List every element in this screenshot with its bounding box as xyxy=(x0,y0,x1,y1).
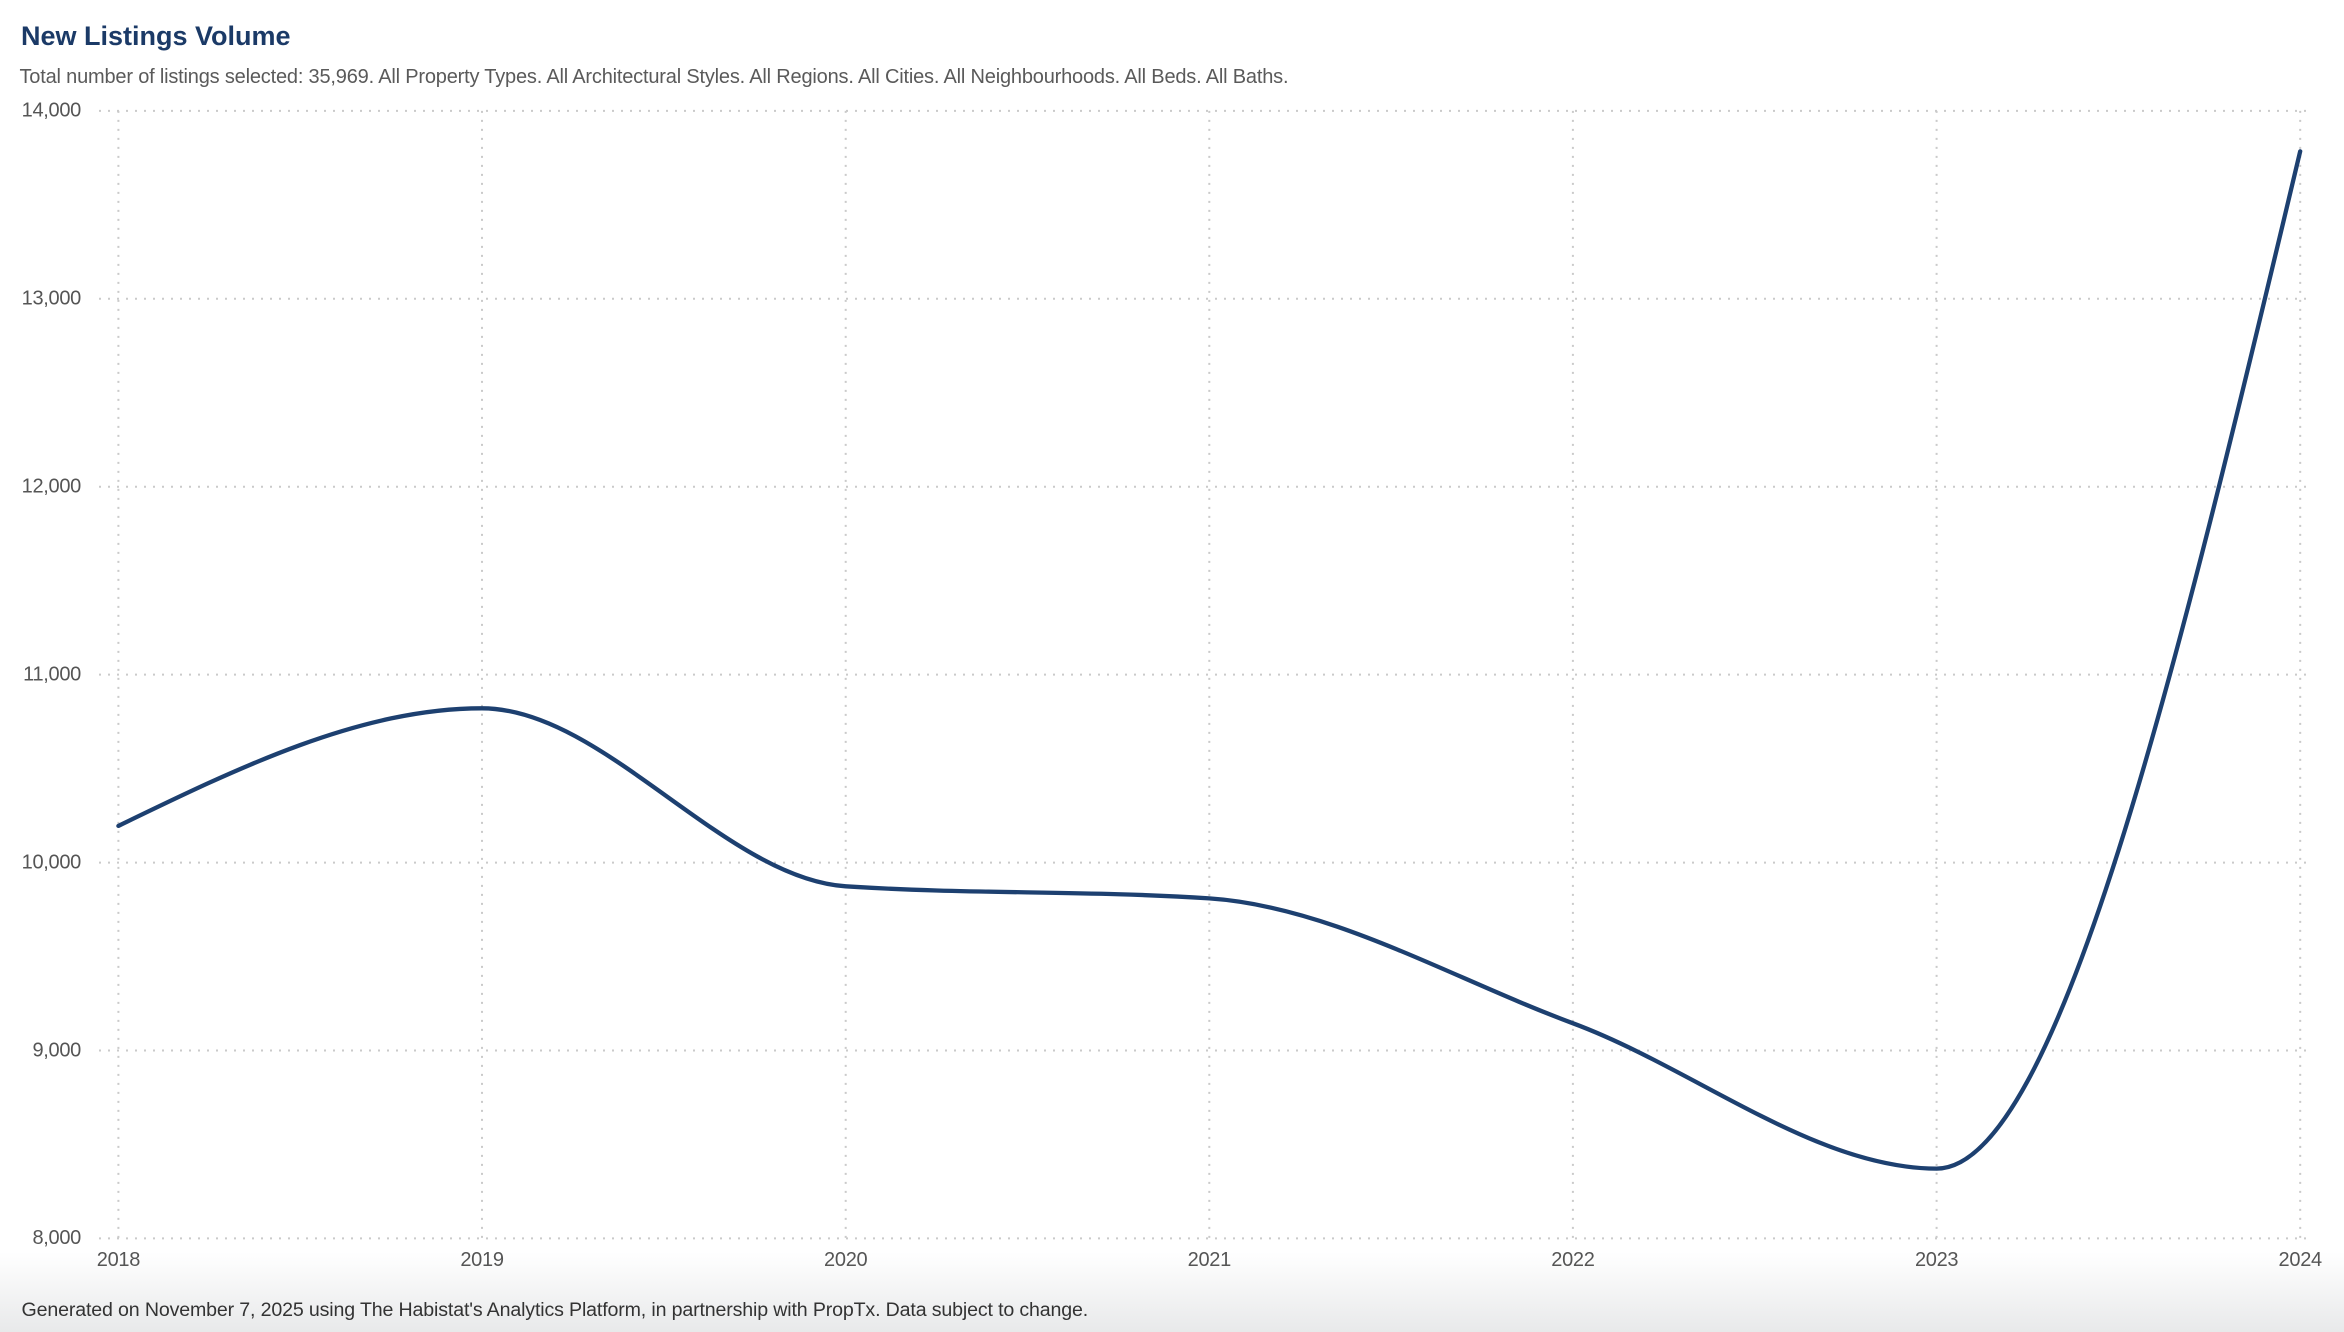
svg-text:2023: 2023 xyxy=(1915,1249,1958,1271)
svg-text:13,000: 13,000 xyxy=(22,288,82,310)
svg-text:2021: 2021 xyxy=(1188,1249,1231,1271)
svg-text:10,000: 10,000 xyxy=(22,851,82,873)
svg-text:2022: 2022 xyxy=(1551,1249,1594,1271)
svg-text:9,000: 9,000 xyxy=(32,1039,81,1061)
svg-text:New Listings Volume: New Listings Volume xyxy=(21,21,291,51)
svg-text:2024: 2024 xyxy=(2279,1249,2322,1271)
svg-text:14,000: 14,000 xyxy=(22,100,82,122)
svg-text:Total number of listings selec: Total number of listings selected: 35,96… xyxy=(20,66,1289,88)
svg-text:2020: 2020 xyxy=(824,1249,867,1271)
svg-text:2018: 2018 xyxy=(97,1249,140,1271)
svg-text:8,000: 8,000 xyxy=(32,1227,81,1249)
svg-text:2019: 2019 xyxy=(460,1249,503,1271)
svg-text:11,000: 11,000 xyxy=(23,663,81,685)
svg-text:Generated on November 7, 2025: Generated on November 7, 2025 using The … xyxy=(22,1299,1089,1321)
svg-text:12,000: 12,000 xyxy=(22,476,82,498)
